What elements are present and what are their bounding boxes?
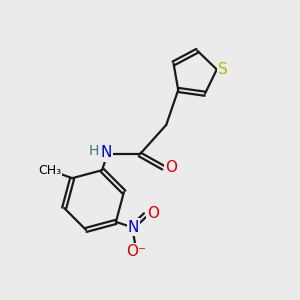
Text: O⁻: O⁻ [127, 244, 146, 259]
Text: O: O [148, 206, 160, 221]
Text: N: N [100, 146, 112, 160]
Text: H: H [89, 144, 99, 158]
Text: O: O [166, 160, 178, 175]
Text: S: S [218, 62, 228, 77]
Text: CH₃: CH₃ [38, 164, 61, 177]
Text: N: N [128, 220, 139, 235]
